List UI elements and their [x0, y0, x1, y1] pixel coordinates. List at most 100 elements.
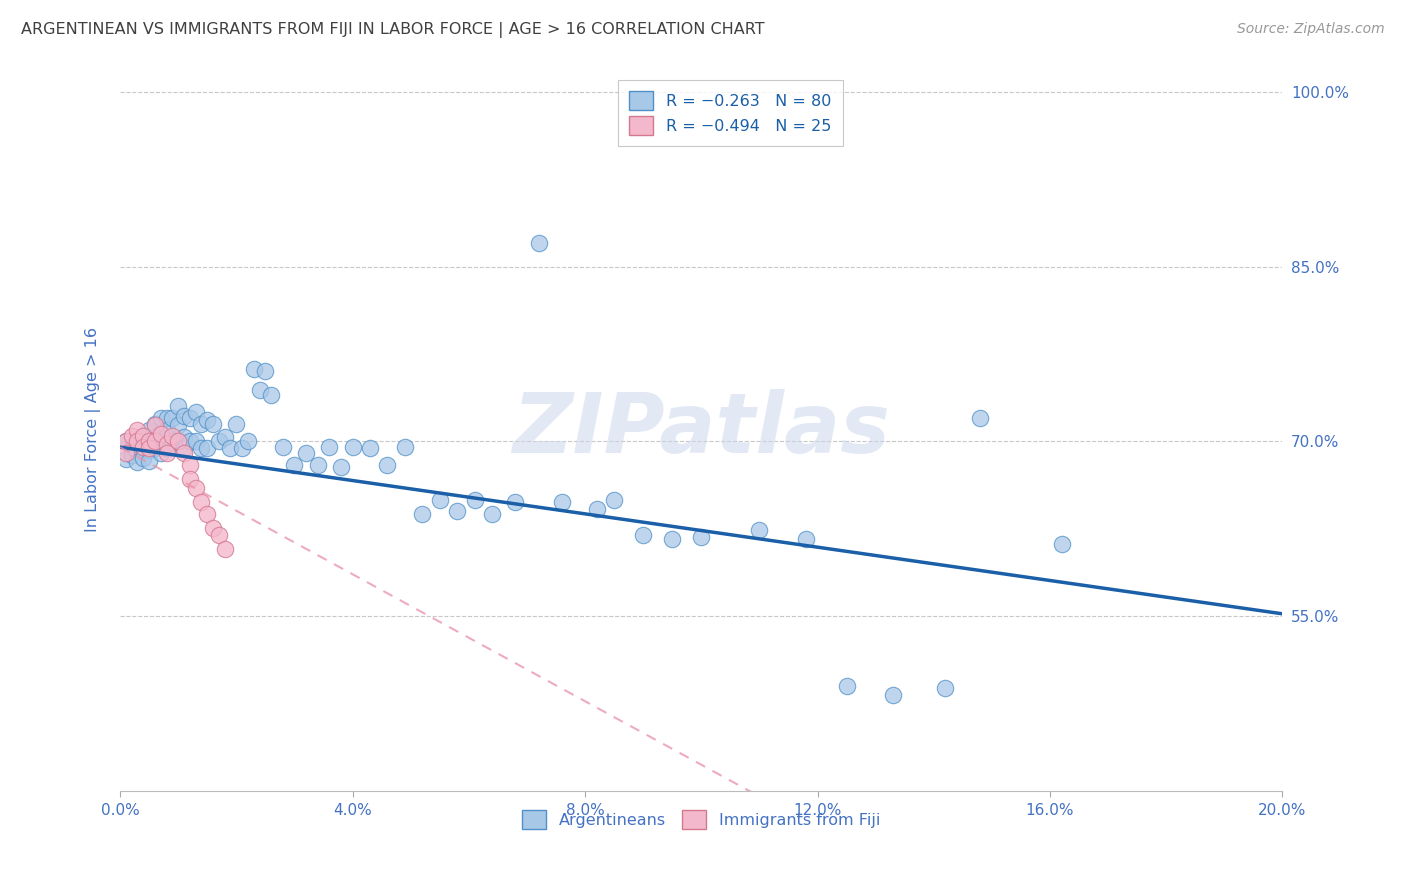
Point — [231, 442, 253, 456]
Point — [748, 523, 770, 537]
Point — [318, 440, 340, 454]
Point — [249, 383, 271, 397]
Point — [179, 411, 201, 425]
Point — [195, 507, 218, 521]
Legend: Argentineans, Immigrants from Fiji: Argentineans, Immigrants from Fiji — [516, 804, 887, 835]
Point — [1050, 537, 1073, 551]
Point — [208, 527, 231, 541]
Point — [115, 434, 138, 449]
Point — [690, 530, 713, 544]
Point — [155, 423, 177, 437]
Point — [359, 442, 381, 456]
Point — [882, 689, 904, 703]
Point — [127, 455, 149, 469]
Point — [173, 409, 195, 423]
Point — [173, 430, 195, 444]
Point — [155, 411, 177, 425]
Point — [195, 442, 218, 456]
Point — [271, 440, 294, 454]
Point — [149, 430, 172, 444]
Point — [143, 417, 166, 431]
Point — [254, 364, 277, 378]
Y-axis label: In Labor Force | Age > 16: In Labor Force | Age > 16 — [86, 327, 101, 533]
Point — [190, 442, 212, 456]
Point — [132, 440, 155, 454]
Point — [127, 436, 149, 450]
Point — [969, 411, 991, 425]
Point — [603, 492, 626, 507]
Point — [631, 527, 654, 541]
Point — [167, 400, 190, 414]
Point — [208, 434, 231, 449]
Point — [155, 446, 177, 460]
Point — [167, 434, 190, 449]
Point — [127, 423, 149, 437]
Point — [219, 442, 242, 456]
Point — [115, 434, 138, 449]
Point — [179, 434, 201, 449]
Point — [138, 434, 160, 449]
Point — [138, 454, 160, 468]
Point — [132, 428, 155, 442]
Point — [295, 446, 318, 460]
Point — [794, 533, 817, 547]
Point — [115, 446, 138, 460]
Point — [143, 418, 166, 433]
Point — [260, 388, 283, 402]
Point — [429, 492, 451, 507]
Point — [127, 434, 149, 449]
Point — [138, 434, 160, 449]
Point — [179, 472, 201, 486]
Point — [190, 495, 212, 509]
Point — [214, 430, 236, 444]
Point — [149, 411, 172, 425]
Point — [195, 413, 218, 427]
Point — [394, 440, 416, 454]
Point — [143, 434, 166, 449]
Point — [464, 492, 486, 507]
Point — [934, 681, 956, 696]
Point — [342, 440, 364, 454]
Point — [184, 481, 207, 495]
Point — [242, 362, 264, 376]
Point — [173, 442, 195, 456]
Point — [184, 405, 207, 419]
Point — [190, 417, 212, 431]
Point — [835, 679, 858, 693]
Point — [167, 418, 190, 433]
Point — [162, 428, 184, 442]
Point — [481, 507, 503, 521]
Point — [149, 427, 172, 442]
Point — [143, 442, 166, 456]
Point — [551, 495, 574, 509]
Point — [173, 446, 195, 460]
Point — [329, 460, 352, 475]
Text: ARGENTINEAN VS IMMIGRANTS FROM FIJI IN LABOR FORCE | AGE > 16 CORRELATION CHART: ARGENTINEAN VS IMMIGRANTS FROM FIJI IN L… — [21, 22, 765, 38]
Point — [377, 458, 399, 472]
Point — [585, 502, 607, 516]
Point — [121, 440, 143, 454]
Point — [155, 442, 177, 456]
Point — [127, 443, 149, 458]
Point — [527, 236, 550, 251]
Point — [155, 436, 177, 450]
Point — [132, 428, 155, 442]
Point — [411, 507, 433, 521]
Text: Source: ZipAtlas.com: Source: ZipAtlas.com — [1237, 22, 1385, 37]
Point — [167, 434, 190, 449]
Point — [121, 448, 143, 462]
Point — [132, 440, 155, 454]
Point — [214, 541, 236, 556]
Point — [115, 451, 138, 466]
Point — [236, 434, 259, 449]
Point — [132, 450, 155, 465]
Point — [149, 446, 172, 460]
Point — [307, 458, 329, 472]
Point — [179, 458, 201, 472]
Point — [138, 423, 160, 437]
Point — [162, 411, 184, 425]
Point — [202, 417, 225, 431]
Point — [503, 495, 526, 509]
Point — [162, 434, 184, 449]
Point — [283, 458, 305, 472]
